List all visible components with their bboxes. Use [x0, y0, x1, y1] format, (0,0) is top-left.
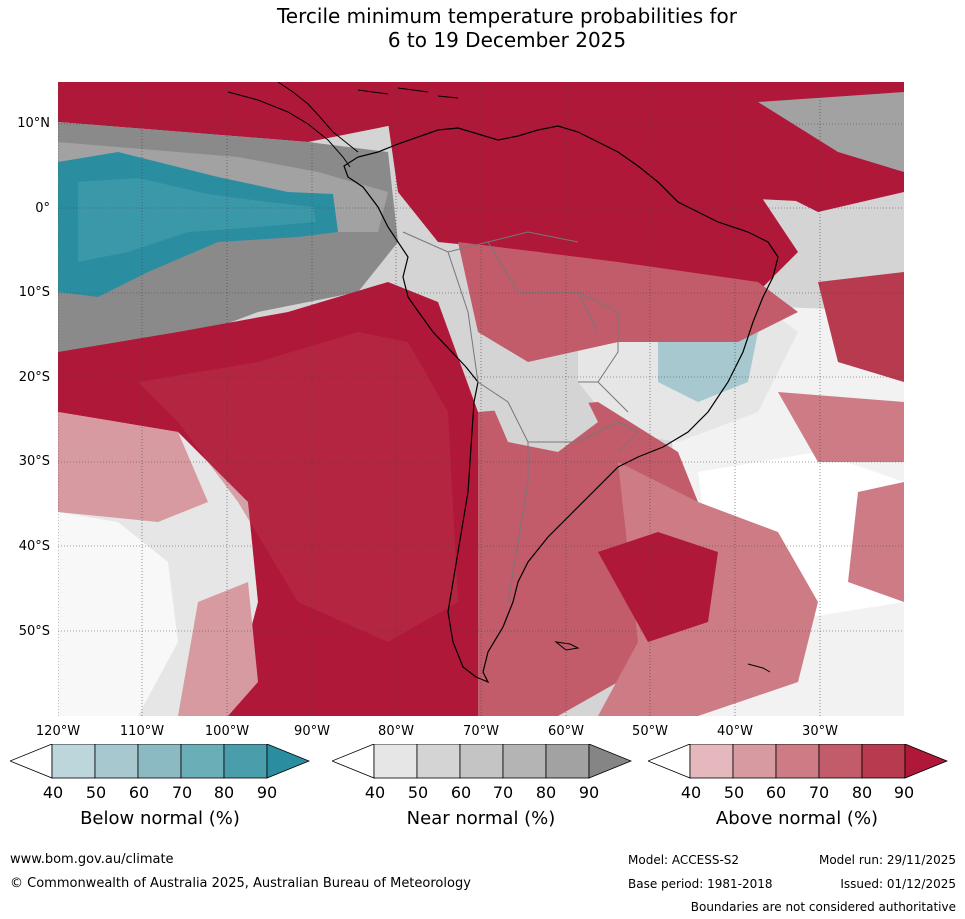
probability-map — [58, 82, 904, 716]
sw-atlantic-red-core — [598, 532, 718, 642]
colorbar-segment — [861, 744, 906, 779]
lon-label-90w: 90°W — [294, 724, 330, 739]
below-normal-core — [78, 178, 316, 262]
lon-label-60w: 60°W — [548, 724, 584, 739]
colorbar-low-extension — [648, 744, 691, 779]
central-grey — [478, 362, 598, 452]
colorbar-segment — [818, 744, 863, 779]
colorbar-segment — [732, 744, 777, 779]
colorbar-segment — [775, 744, 820, 779]
map-title: Tercile minimum temperature probabilitie… — [0, 4, 965, 52]
above-tick-80: 80 — [851, 783, 873, 802]
e-atlantic-red — [818, 272, 904, 382]
model-name: Model: ACCESS-S2 — [628, 853, 740, 867]
e-atlantic-pink-2 — [848, 482, 904, 602]
brazil-red-belt — [458, 242, 798, 362]
lat-label-0: 0° — [35, 201, 50, 216]
colorbar-segment — [689, 744, 734, 779]
colorbar-high-extension — [588, 744, 632, 779]
lon-label-110w: 110°W — [119, 724, 165, 739]
lon-label-100w: 100°W — [204, 724, 250, 739]
colorbar-segment — [502, 744, 547, 779]
lat-label-10s: 10°S — [18, 285, 50, 300]
south-georgia — [747, 663, 771, 673]
sw-pink-fringe — [58, 412, 208, 522]
below-tick-50: 50 — [85, 783, 107, 802]
above-normal-colorbar — [648, 744, 948, 779]
below-tick-70: 70 — [171, 783, 193, 802]
lat-label-50s: 50°S — [18, 624, 50, 639]
below-tick-80: 80 — [213, 783, 235, 802]
issued-date: Issued: 01/12/2025 — [840, 877, 956, 891]
colorbar-segment — [223, 744, 268, 779]
se-pacific-above-normal — [58, 282, 478, 716]
above-normal-title: Above normal (%) — [715, 808, 879, 829]
graticule — [58, 82, 904, 716]
lat-label-30s: 30°S — [18, 454, 50, 469]
lon-label-120w: 120°W — [35, 724, 81, 739]
near-tick-70: 70 — [492, 783, 514, 802]
south-america-coastline — [343, 125, 779, 684]
near-tick-90: 90 — [578, 783, 600, 802]
colorbar-segment — [51, 744, 96, 779]
title-line-1: Tercile minimum temperature probabilitie… — [276, 4, 738, 28]
above-tick-40: 40 — [680, 783, 702, 802]
below-tick-40: 40 — [42, 783, 64, 802]
s-pink-fringe — [178, 582, 258, 716]
lat-label-40s: 40°S — [18, 539, 50, 554]
colorbar-segment — [373, 744, 418, 779]
website-link[interactable]: www.bom.gov.au/climate — [10, 852, 174, 867]
boundary-disclaimer: Boundaries are not considered authoritat… — [690, 900, 956, 914]
colorbar-segment — [545, 744, 590, 779]
lon-label-70w: 70°W — [463, 724, 499, 739]
colorbar-segment — [180, 744, 225, 779]
near-tick-40: 40 — [364, 783, 386, 802]
lon-label-50w: 50°W — [632, 724, 668, 739]
below-normal-colorbar — [10, 744, 310, 779]
colorbar-low-extension — [332, 744, 375, 779]
near-normal-colorbar — [332, 744, 632, 779]
caribbean-islands — [357, 87, 459, 99]
above-tick-60: 60 — [765, 783, 787, 802]
above-tick-50: 50 — [723, 783, 745, 802]
country-borders — [402, 231, 639, 603]
falkland-islands — [554, 641, 580, 651]
colorbar-low-extension — [10, 744, 53, 779]
below-tick-60: 60 — [128, 783, 150, 802]
n-atlantic-grey — [758, 92, 904, 172]
near-tick-80: 80 — [535, 783, 557, 802]
model-run: Model run: 29/11/2025 — [818, 853, 956, 867]
base-period: Base period: 1981-2018 — [628, 877, 773, 891]
lon-label-40w: 40°W — [717, 724, 753, 739]
colorbar-segment — [459, 744, 504, 779]
se-pacific-inner — [138, 332, 458, 642]
lon-label-30w: 30°W — [802, 724, 838, 739]
colorbar-segment — [94, 744, 139, 779]
map-canvas — [58, 82, 904, 716]
lat-label-10n: 10°N — [17, 116, 50, 131]
near-tick-50: 50 — [407, 783, 429, 802]
colorbar-high-extension — [904, 744, 948, 779]
e-atlantic-pink — [778, 392, 904, 462]
colorbar-high-extension — [266, 744, 310, 779]
above-tick-70: 70 — [808, 783, 830, 802]
near-normal-title: Near normal (%) — [406, 808, 556, 829]
near-tick-60: 60 — [450, 783, 472, 802]
sw-white-patch — [58, 512, 178, 716]
lat-label-20s: 20°S — [18, 370, 50, 385]
lon-label-80w: 80°W — [378, 724, 414, 739]
colorbar-segment — [137, 744, 182, 779]
above-tick-90: 90 — [893, 783, 915, 802]
below-tick-90: 90 — [256, 783, 278, 802]
below-normal-title: Below normal (%) — [80, 808, 240, 829]
colorbar-segment — [416, 744, 461, 779]
title-line-2: 6 to 19 December 2025 — [387, 28, 627, 52]
copyright: © Commonwealth of Australia 2025, Austra… — [10, 876, 471, 891]
